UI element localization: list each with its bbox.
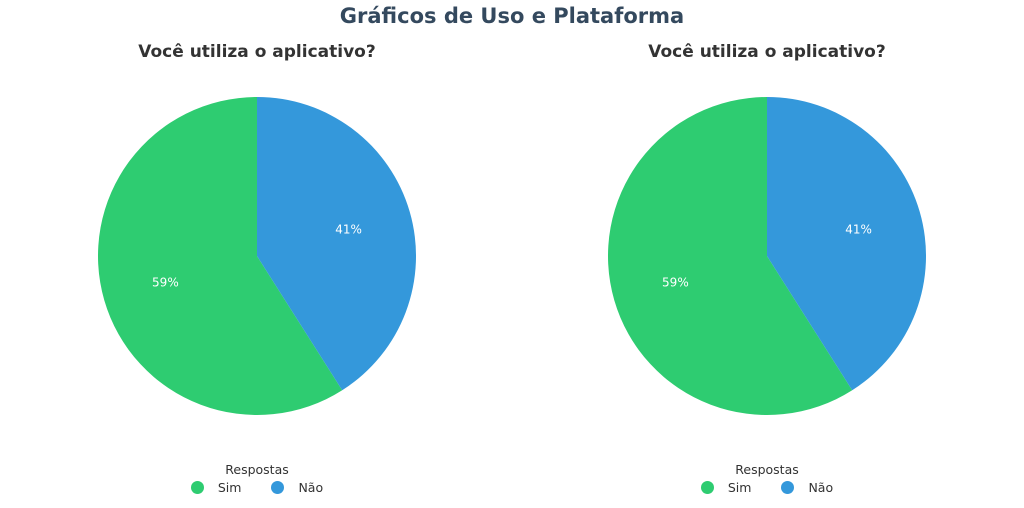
legend-label-nao: Não [808,480,834,495]
legend-item-nao: Não [781,480,833,495]
legend-swatch-nao [781,481,795,494]
legend-item-nao: Não [271,480,323,495]
slice-label: 59% [152,276,179,290]
pie-slice-sim [608,97,853,415]
legend-items: Sim Não [0,480,514,495]
legend: Respostas Sim Não [0,462,514,495]
pie-chart: 59% 41% [608,96,926,415]
chart-panel-1: Você utiliza o aplicativo? 59% 41% Respos… [510,0,1022,508]
slice-label: 41% [845,222,872,236]
legend-item-sim: Sim [190,480,242,495]
chart-title: Você utiliza o aplicativo? [648,42,886,62]
legend-item-sim: Sim [700,480,752,495]
legend-label-nao: Não [298,480,324,495]
legend-title: Respostas [225,462,289,477]
pie-slice-nao [257,96,416,391]
legend-swatch-sim [700,481,714,494]
pie-slice-sim [97,97,343,415]
legend-label-sim: Sim [727,480,752,495]
legend-swatch-nao [271,481,285,494]
legend-swatch-sim [190,481,204,494]
chart-title: Você utiliza o aplicativo? [138,42,376,62]
legend-label-sim: Sim [217,480,242,495]
legend-items: Sim Não [510,480,1024,495]
slice-label: 41% [335,222,362,236]
legend: Respostas Sim Não [510,462,1024,495]
figure-title: Gráficos de Uso e Plataforma [339,4,685,28]
legend-title: Respostas [735,462,799,477]
slice-label: 59% [662,276,689,290]
chart-panel-0: Você utiliza o aplicativo? 59% 41% Respos… [0,42,514,495]
pie-slice-nao [767,96,926,391]
pie-chart: 59% 41% [97,96,416,415]
